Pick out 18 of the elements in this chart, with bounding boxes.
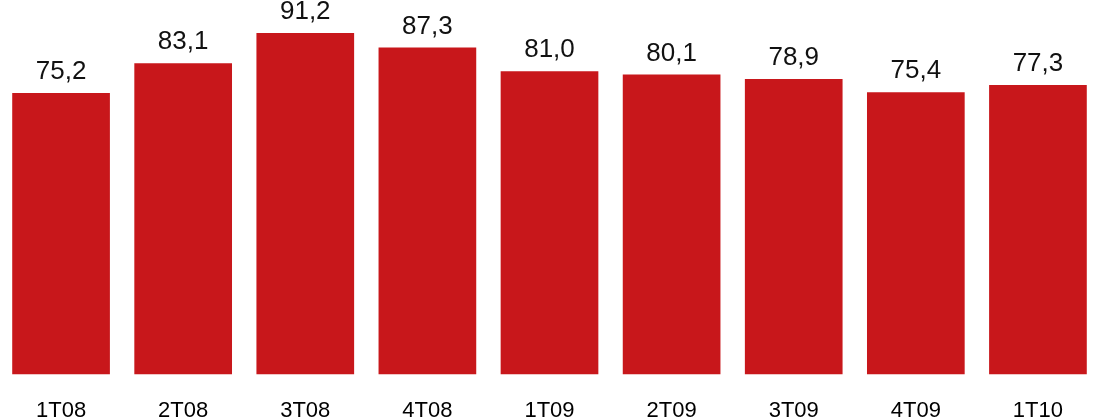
- x-tick-label: 1T08: [35, 396, 87, 419]
- data-label: 75,4: [890, 54, 942, 85]
- data-label: 83,1: [157, 25, 209, 56]
- x-tick-label: 2T08: [158, 396, 209, 419]
- data-label: 91,2: [279, 0, 331, 25]
- x-tick-label: 1T09: [524, 396, 575, 419]
- data-label: 87,3: [402, 9, 453, 40]
- x-tick-label: 2T09: [646, 396, 697, 419]
- data-label: 75,2: [35, 54, 87, 85]
- data-label: 80,1: [646, 36, 697, 67]
- x-tick-label: 1T10: [1012, 396, 1064, 419]
- x-tick-label: 3T09: [768, 396, 819, 419]
- data-label: 81,0: [524, 33, 575, 64]
- x-tick-label: 4T09: [890, 396, 941, 419]
- data-label: 77,3: [1012, 47, 1064, 78]
- x-tick-label: 3T08: [280, 396, 331, 419]
- data-label: 78,9: [768, 41, 820, 72]
- x-tick-label: 4T08: [402, 396, 453, 419]
